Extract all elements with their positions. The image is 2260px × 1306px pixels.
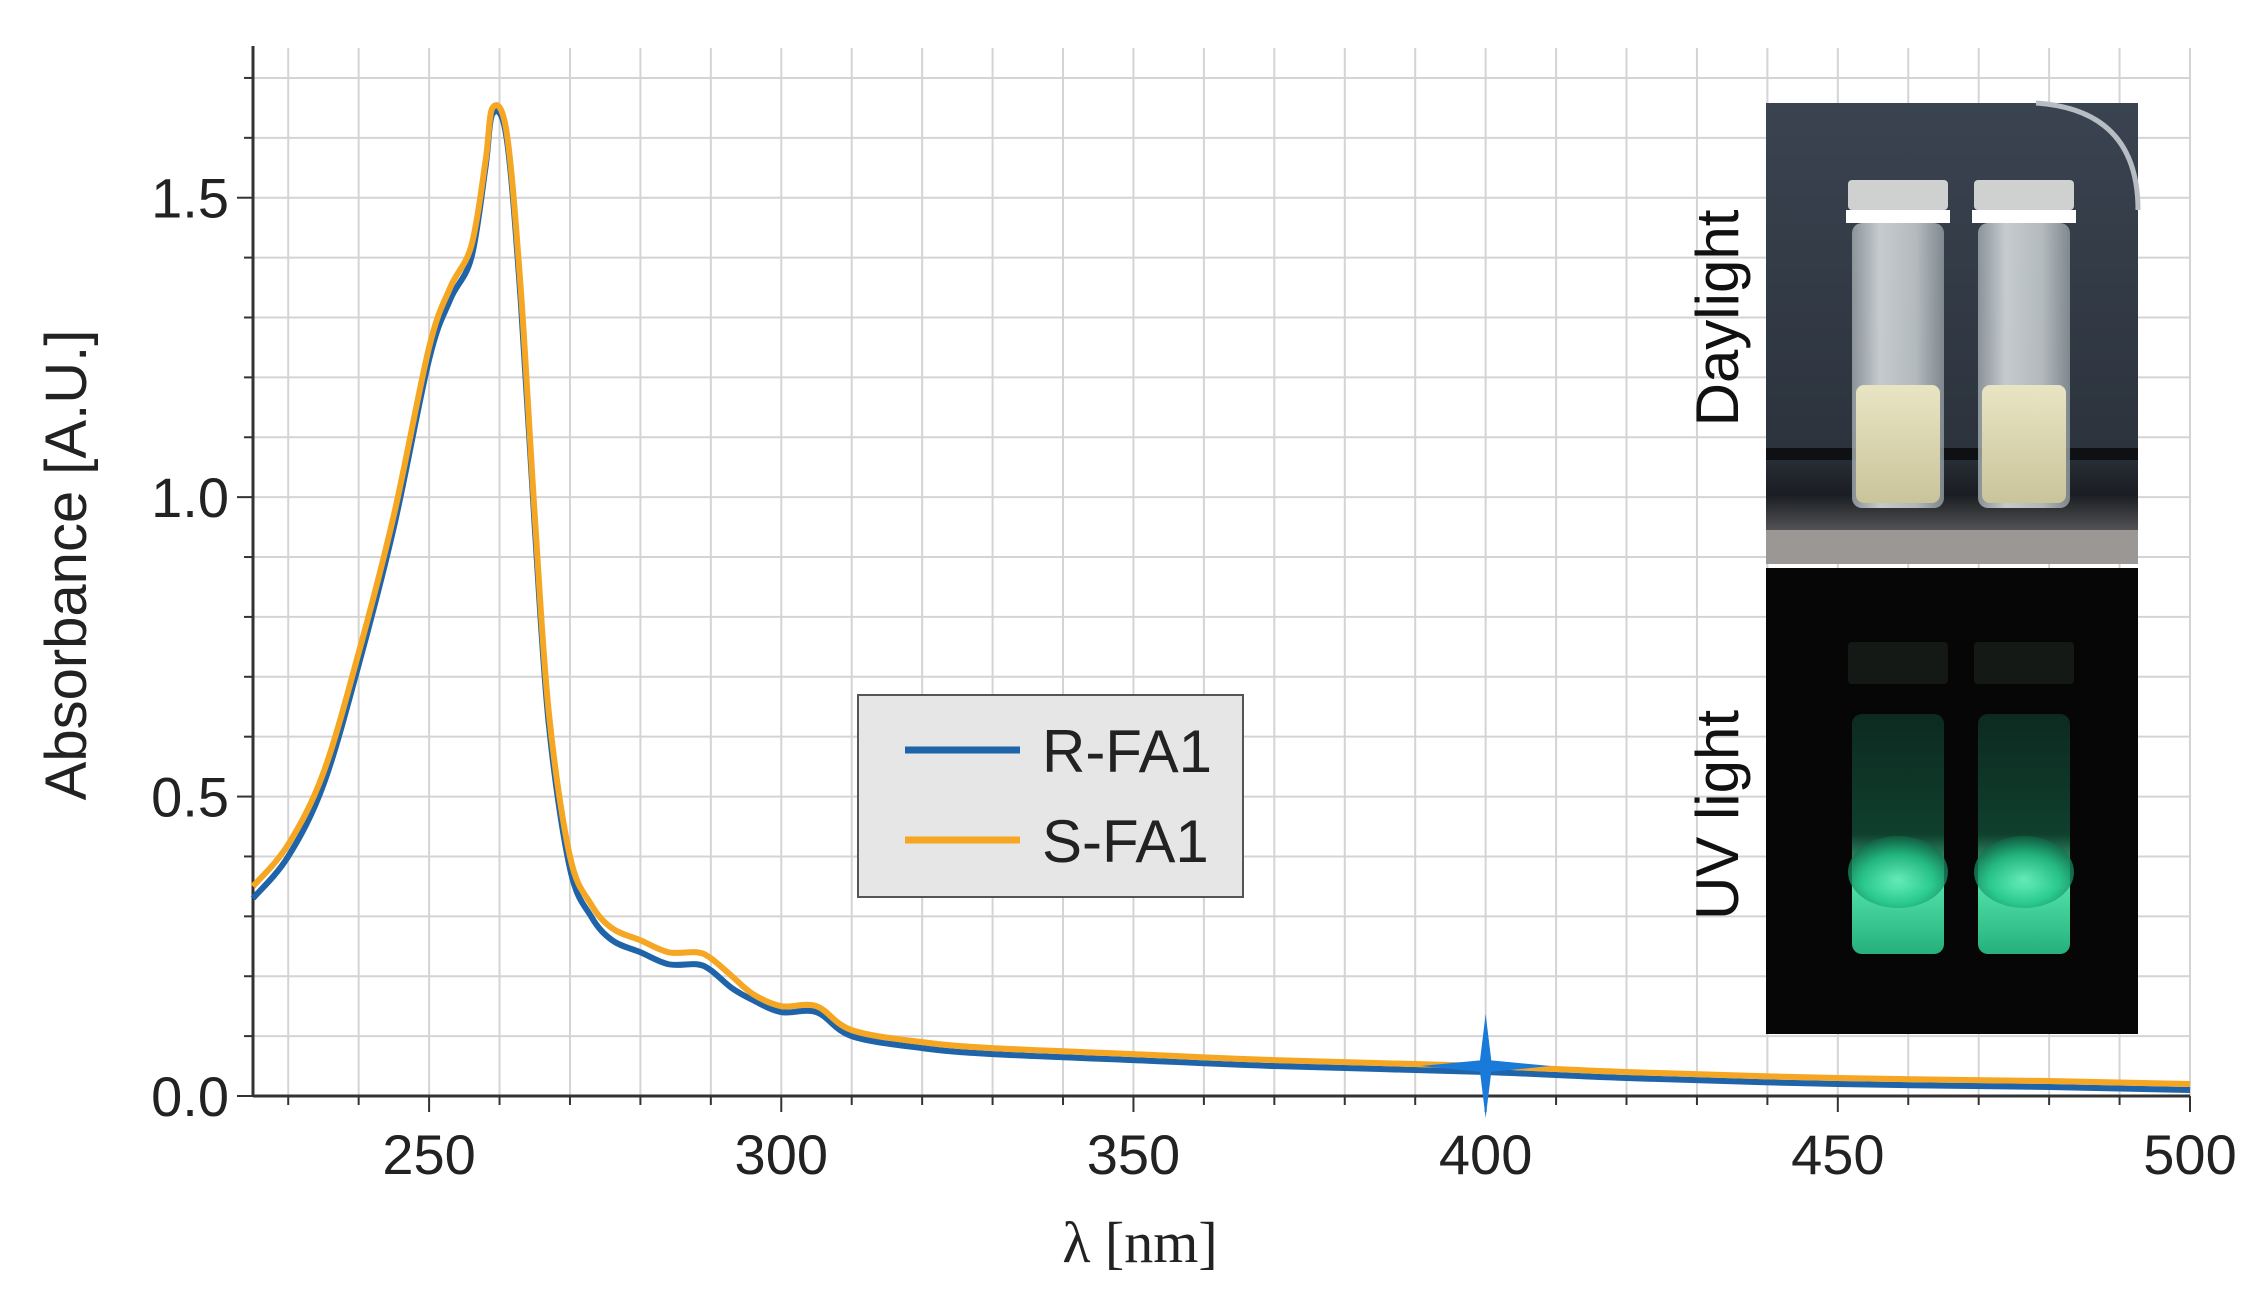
y-tick-label: 1.0 <box>151 466 229 529</box>
y-axis-label: Absorbance [A.U.] <box>34 330 99 801</box>
daylight-photo-reflection <box>2035 100 2141 211</box>
legend-box <box>857 694 1244 898</box>
axes <box>237 46 2191 1112</box>
star-marker <box>1420 1014 1551 1119</box>
daylight-vial-liquid <box>1856 385 1940 503</box>
uv-vial-bright-band <box>1974 836 2074 908</box>
y-tick-label: 0.0 <box>151 1065 229 1128</box>
series <box>250 102 2191 1094</box>
y-tick-label: 0.5 <box>151 766 229 829</box>
x-axis-label: λ [nm] <box>1062 1210 1217 1275</box>
uv-vial-cap <box>1848 642 1948 684</box>
uv-vial-bright-band <box>1848 836 1948 908</box>
legend-label-s-fa1: S-FA1 <box>1042 808 1209 875</box>
daylight-vial-cap <box>1974 180 2074 210</box>
daylight-shelf <box>1766 448 2138 460</box>
uv-vial-cap <box>1974 642 2074 684</box>
x-tick-label: 350 <box>1087 1123 1180 1186</box>
x-tick-label: 500 <box>2143 1123 2236 1186</box>
inset-label-daylight: Daylight <box>1684 209 1751 426</box>
x-tick-label: 450 <box>1791 1123 1884 1186</box>
x-tick-label: 400 <box>1439 1123 1532 1186</box>
marker <box>1420 1014 1551 1119</box>
uv-vial-glow <box>1978 714 2070 954</box>
daylight-vial-cap <box>1848 180 1948 210</box>
legend-label-r-fa1: R-FA1 <box>1042 718 1212 785</box>
uv-vial-glow <box>1852 714 1944 954</box>
uv-photo <box>1766 568 2138 1034</box>
series-line-s-fa1 <box>250 102 2191 1088</box>
series-line-r-fa1 <box>250 108 2191 1094</box>
tick-labels: 250 300 350 400 450 500 0.0 0.5 1.0 1.5 <box>151 167 2237 1186</box>
daylight-vial-cap-rim <box>1846 210 1950 223</box>
daylight-photo <box>1766 103 2138 564</box>
daylight-vial-liquid <box>1982 385 2066 503</box>
x-tick-label: 300 <box>735 1123 828 1186</box>
inset-photo: Daylight UV light <box>1684 100 2141 1034</box>
x-tick-label: 250 <box>382 1123 475 1186</box>
daylight-vial-cap-rim <box>1972 210 2076 223</box>
y-tick-label: 1.5 <box>151 167 229 230</box>
legend: R-FA1 S-FA1 <box>857 694 1244 898</box>
inset-label-uv-light: UV light <box>1684 710 1751 920</box>
daylight-table <box>1766 530 2138 564</box>
